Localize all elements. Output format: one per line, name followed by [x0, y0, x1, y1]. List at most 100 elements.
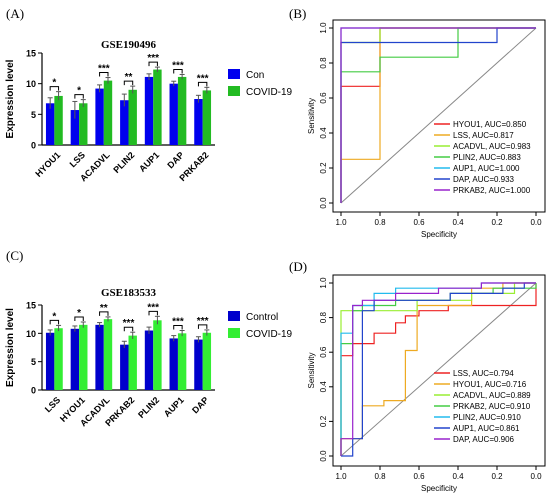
x-tick-label: LSS [43, 395, 62, 414]
legend-swatch [228, 311, 240, 321]
x-axis-label: Specificity [421, 484, 457, 493]
y-tick-label: 10 [26, 329, 36, 339]
y-tick-label: 0.4 [319, 381, 328, 393]
significance-label: *** [98, 64, 110, 75]
bar [95, 324, 104, 390]
significance-label: *** [197, 73, 209, 84]
significance-bracket [123, 326, 134, 332]
bar [128, 89, 137, 145]
y-tick-label: 10 [26, 79, 36, 89]
legend-label: AUP1, AUC=1.000 [453, 164, 520, 173]
x-tick-label: 0.8 [374, 472, 386, 481]
significance-label: * [77, 308, 81, 319]
bar [144, 330, 154, 390]
x-tick-label: DAP [165, 150, 186, 171]
panel-label-d: (D) [289, 259, 307, 274]
bar [120, 344, 129, 390]
diagonal-reference-line [340, 27, 537, 204]
panel-a-bar-chart: GSE190496 0 5 10 15 Expression level * HYOU1 * LS… [5, 39, 293, 183]
legend-swatch [228, 328, 240, 338]
x-tick-label: 0.8 [374, 218, 386, 227]
legend-label: Control [246, 312, 278, 323]
y-tick-label: 1.0 [319, 22, 328, 34]
bar [95, 88, 104, 145]
y-axis-label: Expression level [5, 308, 16, 387]
legend-label: HYOU1, AUC=0.716 [453, 380, 527, 389]
bar [177, 333, 187, 390]
legend-swatch [228, 69, 240, 79]
legend-label: PRKAB2, AUC=1.000 [453, 186, 531, 195]
significance-label: *** [147, 53, 159, 64]
x-tick-label: 0.0 [530, 218, 542, 227]
panel-label-a: (A) [6, 6, 24, 21]
significance-bracket [197, 324, 208, 329]
significance-bracket [99, 72, 109, 77]
legend-label: HYOU1, AUC=0.850 [453, 120, 527, 129]
bar [45, 332, 55, 390]
significance-label: * [52, 311, 56, 322]
significance-label: ** [100, 303, 108, 314]
diagonal-reference-line [340, 282, 537, 457]
y-tick-label: 0.8 [319, 57, 328, 69]
chart-title: GSE190496 [101, 39, 157, 51]
x-tick-label: LSS [68, 150, 87, 169]
bar [169, 338, 178, 390]
significance-label: * [77, 86, 81, 97]
significance-bracket [74, 94, 84, 99]
bar [70, 110, 80, 145]
significance-bracket [148, 61, 158, 67]
y-axis-label: Sensitivity [307, 352, 316, 388]
x-tick-label: 0.6 [413, 218, 425, 227]
bar [202, 90, 212, 145]
plot-frame [332, 274, 546, 467]
significance-bracket [49, 86, 60, 91]
bar [54, 328, 63, 390]
x-axis-label: Specificity [421, 230, 457, 239]
bar [194, 99, 203, 145]
legend-label: Con [246, 70, 264, 81]
significance-label: * [52, 78, 56, 89]
significance-label: *** [172, 317, 184, 328]
y-tick-label: 15 [26, 49, 36, 59]
y-tick-label: 0.2 [319, 162, 328, 174]
bar [128, 335, 137, 390]
bar [103, 319, 113, 390]
legend-label: ACADVL, AUC=0.889 [453, 391, 531, 400]
bar [54, 95, 63, 145]
x-tick-label: 0.4 [452, 472, 464, 481]
y-tick-label: 0.0 [319, 197, 328, 209]
bar [194, 339, 203, 390]
bar [144, 76, 154, 145]
x-tick-label: 0.6 [413, 472, 425, 481]
legend-label: COVID-19 [246, 87, 293, 98]
bar [79, 103, 88, 145]
bar [153, 320, 162, 390]
y-tick-label: 0.6 [319, 92, 328, 104]
roc-curve [340, 282, 536, 456]
bar [153, 69, 162, 145]
panel-label-b: (B) [289, 6, 306, 21]
bar [70, 328, 80, 390]
panel-d-roc-chart: 0.0 0.2 0.4 0.6 0.8 1.0 1.0 0.8 0.6 0.4 0.2 0.0 Spec… [307, 274, 546, 493]
significance-bracket [74, 316, 84, 321]
significance-label: *** [123, 318, 135, 329]
x-tick-label: 1.0 [335, 218, 347, 227]
roc-curve [340, 27, 536, 203]
y-axis-label: Expression level [5, 59, 16, 138]
y-tick-label: 0 [31, 141, 36, 151]
bar [177, 76, 187, 145]
x-tick-label: 0.2 [491, 472, 503, 481]
significance-bracket [99, 311, 109, 316]
y-tick-label: 0.4 [319, 127, 328, 139]
bar [169, 83, 178, 145]
y-tick-label: 0.6 [319, 346, 328, 358]
y-tick-label: 0 [31, 386, 36, 396]
y-tick-label: 1.0 [319, 277, 328, 289]
x-tick-label: PLIN2 [111, 150, 136, 175]
legend-label: LSS, AUC=0.794 [453, 369, 514, 378]
legend-label: DAP, AUC=0.933 [453, 175, 515, 184]
y-tick-label: 5 [31, 110, 36, 120]
legend-label: AUP1, AUC=0.861 [453, 424, 520, 433]
y-tick-label: 0.2 [319, 415, 328, 427]
